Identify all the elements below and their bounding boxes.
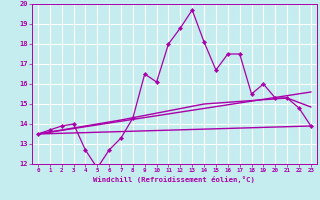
X-axis label: Windchill (Refroidissement éolien,°C): Windchill (Refroidissement éolien,°C) <box>93 176 255 183</box>
